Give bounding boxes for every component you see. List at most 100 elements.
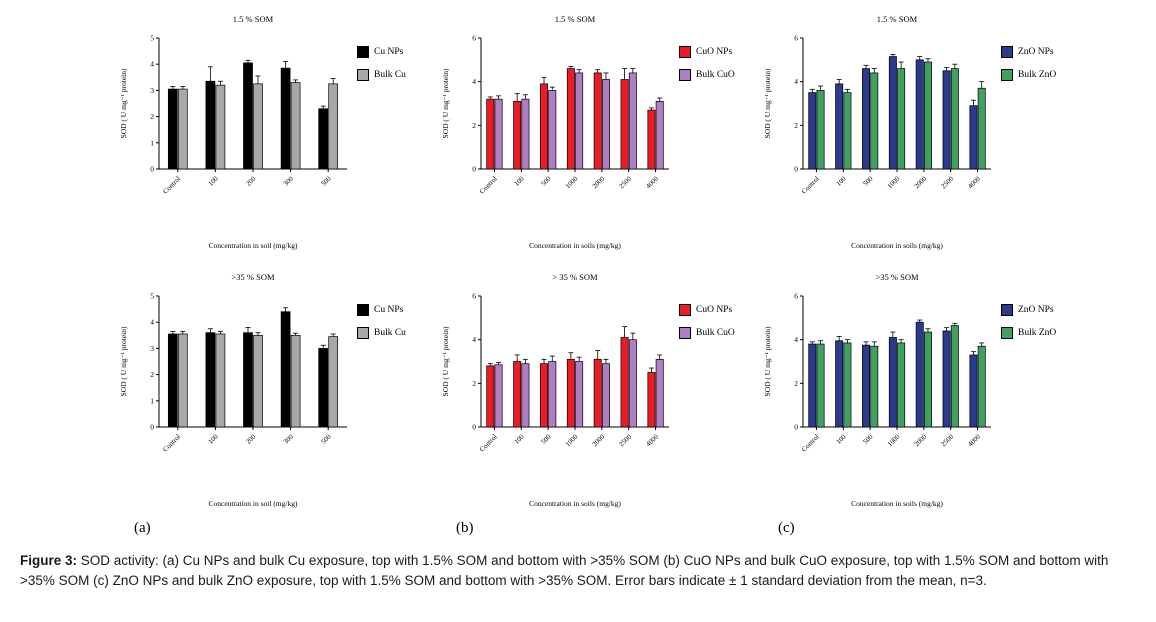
x-tick-label: 2500: [618, 174, 634, 190]
bar-cu-nps-200: [243, 62, 253, 170]
chart-b-bottom: > 35 % SOM SOD ( U mg⁻¹ protein) 0 2 4 6 Contr…: [438, 266, 675, 518]
x-tick-label: 100: [513, 432, 526, 445]
bar-zno-nps-500: [862, 344, 870, 428]
bar-cu-nps-control: [167, 333, 178, 428]
bar-bulk-zno-4000: [977, 345, 986, 428]
chart-svg-a-top: 1.5 % SOM SOD ( U mg⁻¹ protein) 0 1 2 3 4 5 Cont…: [119, 14, 347, 250]
chart-svg-b-bottom: > 35 % SOM SOD ( U mg⁻¹ protein) 0 2 4 6 Contr…: [441, 272, 669, 508]
legend-label-bulk-cuo: Bulk CuO: [696, 70, 735, 80]
bar-zno-nps-2000: [915, 321, 924, 428]
bar-cuo-nps-1000: [566, 358, 575, 428]
bar-bulk-cuo-1000: [575, 72, 584, 170]
bar-cuo-nps-500: [540, 363, 548, 428]
bar-bulk-zno-1000: [897, 342, 906, 428]
y-axis-label: SOD ( U mg⁻¹ protein): [763, 68, 772, 138]
chart-panel-b-top: 1.5 % SOM SOD ( U mg⁻¹ protein) 0 2 4 6 Contro…: [438, 8, 750, 260]
bar-cu-nps-200: [243, 332, 253, 428]
bar-bulk-zno-control: [816, 90, 825, 170]
bar-zno-nps-1000: [888, 56, 897, 170]
chart-panel-a-bottom: >35 % SOM SOD ( U mg⁻¹ protein) 0 1 2 3 4 5 Cont…: [116, 266, 428, 518]
y-axis-label: SOD ( U mg⁻¹ protein): [441, 326, 450, 396]
y-tick-label: 4: [472, 77, 476, 86]
legend-item-zno-nps: ZnO NPs: [1001, 304, 1056, 316]
y-tick-label: 5: [150, 34, 154, 43]
x-tick-label: Control: [161, 433, 182, 454]
bar-cuo-nps-2500: [620, 337, 629, 428]
figure-caption: Figure 3: SOD activity: (a) Cu NPs and b…: [20, 551, 1136, 592]
y-tick-label: 4: [794, 335, 798, 344]
bar-bulk-cu-500: [328, 83, 339, 170]
legend-a-bottom: Cu NPs Bulk Cu: [353, 266, 406, 339]
bar-bulk-cu-control: [177, 333, 188, 428]
y-tick-label: 5: [150, 292, 154, 301]
y-tick-label: 2: [472, 121, 476, 130]
x-tick-label: 1000: [886, 174, 902, 190]
bar-cu-nps-300: [280, 311, 291, 428]
x-tick-label: Control: [478, 433, 499, 454]
panel-letters-row: (a) (b) (c): [0, 520, 1156, 537]
bar-bulk-zno-2000: [924, 331, 932, 428]
legend-label-cuo-nps: CuO NPs: [696, 47, 733, 57]
x-tick-label: 4000: [966, 432, 982, 448]
x-tick-label: 2000: [591, 432, 607, 448]
legend-swatch-bulk-zno: [1001, 327, 1013, 339]
bar-cuo-nps-100: [513, 361, 522, 428]
legend-swatch-bulk-cu: [357, 327, 369, 339]
bar-cu-nps-100: [205, 80, 216, 170]
legend-label-bulk-zno: Bulk ZnO: [1018, 70, 1057, 80]
chart-a-bottom: >35 % SOM SOD ( U mg⁻¹ protein) 0 1 2 3 4 5 Cont…: [116, 266, 353, 518]
bar-bulk-cu-300: [290, 82, 301, 170]
bar-cu-nps-control: [167, 88, 178, 170]
legend-b-top: CuO NPs Bulk CuO: [675, 8, 735, 81]
x-tick-label: 4000: [644, 174, 660, 190]
legend-swatch-cu-nps: [357, 46, 369, 58]
chart-panel-c-bottom: >35 % SOM SOD ( U mg⁻¹ protein) 0 2 4 6 Contro…: [760, 266, 1072, 518]
x-tick-label: 500: [861, 432, 874, 445]
legend-label-cuo-nps: CuO NPs: [696, 305, 733, 315]
legend-swatch-bulk-cu: [357, 69, 369, 81]
y-tick-label: 2: [150, 112, 154, 121]
x-axis-label: Concentration in soils (mg/kg): [529, 499, 621, 508]
y-tick-label: 6: [472, 292, 476, 301]
bar-zno-nps-2000: [915, 59, 924, 170]
x-tick-label: 100: [835, 174, 848, 187]
bar-cu-nps-100: [205, 332, 216, 428]
x-tick-label: 1000: [564, 432, 580, 448]
chart-svg-c-top: 1.5 % SOM SOD ( U mg⁻¹ protein) 0 2 4 6 Contro…: [763, 14, 991, 250]
x-tick-label: 1000: [886, 432, 902, 448]
bar-cuo-nps-2000: [593, 72, 602, 170]
y-tick-label: 1: [150, 138, 154, 147]
chart-panel-c-top: 1.5 % SOM SOD ( U mg⁻¹ protein) 0 2 4 6 Contro…: [760, 8, 1072, 260]
bar-bulk-cu-300: [290, 334, 301, 428]
bar-cu-nps-500: [318, 108, 329, 170]
bar-bulk-cuo-control: [494, 98, 503, 170]
bar-bulk-cuo-500: [548, 90, 557, 170]
bar-bulk-zno-2500: [950, 325, 959, 428]
x-tick-label: 500: [539, 432, 552, 445]
legend-label-zno-nps: ZnO NPs: [1018, 47, 1054, 57]
legend-swatch-bulk-cuo: [679, 69, 691, 81]
chart-title: 1.5 % SOM: [233, 14, 274, 24]
bar-bulk-zno-1000: [897, 68, 906, 170]
y-tick-label: 1: [150, 396, 154, 405]
y-tick-label: 2: [150, 370, 154, 379]
bar-cuo-nps-2000: [593, 358, 602, 428]
chart-title: >35 % SOM: [231, 272, 274, 282]
figure-caption-label: Figure 3:: [20, 553, 78, 568]
legend-item-cu-nps: Cu NPs: [357, 304, 406, 316]
panel-letter-a-text: (a): [134, 520, 151, 536]
y-tick-label: 3: [150, 344, 154, 353]
x-tick-label: 300: [282, 432, 295, 445]
bar-bulk-cu-500: [328, 336, 339, 428]
x-tick-label: 500: [539, 174, 552, 187]
bar-bulk-zno-4000: [977, 87, 986, 170]
bar-bulk-cuo-4000: [655, 100, 664, 170]
legend-label-bulk-cu: Bulk Cu: [374, 328, 406, 338]
x-tick-label: 2000: [913, 174, 929, 190]
bar-bulk-cuo-2000: [602, 79, 610, 170]
legend-item-bulk-zno: Bulk ZnO: [1001, 69, 1056, 81]
bar-zno-nps-2500: [942, 330, 951, 428]
y-tick-label: 4: [150, 318, 154, 327]
legend-item-cuo-nps: CuO NPs: [679, 46, 735, 58]
legend-item-cuo-nps: CuO NPs: [679, 304, 735, 316]
